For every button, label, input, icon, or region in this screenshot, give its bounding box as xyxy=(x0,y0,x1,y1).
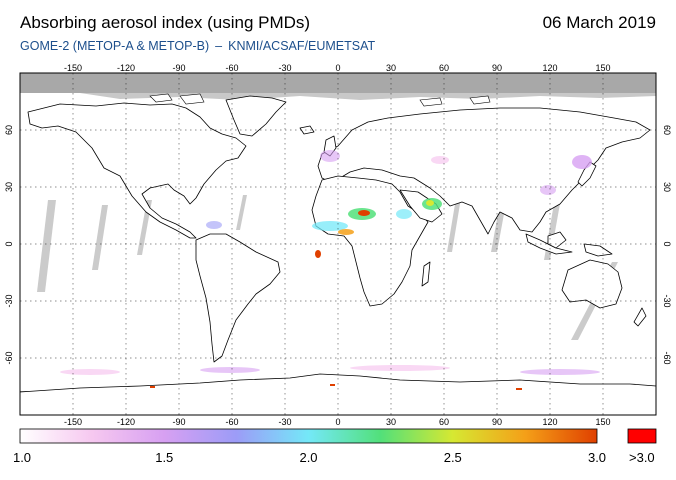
orbit-gap xyxy=(491,203,506,252)
lon-tick-label-top: -30 xyxy=(278,63,291,73)
north-america xyxy=(27,102,247,239)
lon-tick-label-bottom: 90 xyxy=(492,417,502,427)
lat-tick-label-left: 30 xyxy=(4,182,14,192)
lon-tick-label-top: 60 xyxy=(439,63,449,73)
lon-tick-label-bottom: 60 xyxy=(439,417,449,427)
lon-tick-label-top: 90 xyxy=(492,63,502,73)
arctic-island xyxy=(179,93,205,105)
aerosol-plume xyxy=(200,367,260,373)
lon-tick-label-bottom: 120 xyxy=(542,417,557,427)
graticule xyxy=(20,73,656,415)
aerosol-plume xyxy=(350,365,450,371)
arctic-island xyxy=(419,97,443,107)
aerosol-plume xyxy=(330,384,335,386)
lon-tick-label-top: -120 xyxy=(117,63,135,73)
colorbar-over-swatch xyxy=(627,428,657,444)
lon-tick-label-bottom: -150 xyxy=(64,417,82,427)
aerosol-plume xyxy=(431,156,449,164)
lat-tick-label-right: 0 xyxy=(662,241,672,246)
lon-tick-label-top: -150 xyxy=(64,63,82,73)
lat-tick-label-left: 0 xyxy=(4,241,14,246)
lon-tick-label-bottom: -90 xyxy=(172,417,185,427)
lon-tick-label-bottom: -60 xyxy=(225,417,238,427)
colorbar-over-label: >3.0 xyxy=(629,450,655,465)
lat-tick-label-right: 30 xyxy=(662,182,672,192)
aerosol-plume xyxy=(60,369,120,375)
new-zealand xyxy=(633,307,647,327)
africa xyxy=(311,175,429,307)
lon-tick-label-bottom: 0 xyxy=(335,417,340,427)
australia xyxy=(561,259,623,309)
orbit-gap xyxy=(92,205,108,270)
aerosol-plume xyxy=(520,369,600,375)
lon-tick-label-top: 30 xyxy=(386,63,396,73)
arctic-island xyxy=(469,95,491,105)
new-guinea xyxy=(583,243,613,257)
lon-tick-label-top: 120 xyxy=(542,63,557,73)
aerosol-plume xyxy=(320,150,340,162)
aerosol-plume xyxy=(358,210,370,216)
arctic-islands xyxy=(149,93,491,107)
lon-tick-label-bottom: -120 xyxy=(117,417,135,427)
colorbar-gradient xyxy=(19,428,598,444)
aerosol-plume xyxy=(396,209,412,219)
aerosol-plume xyxy=(150,386,155,388)
axis-labels: -150 -150 -120 -120 -90 -90 -60 -60 -30 -30 0 0 30 30… xyxy=(4,63,672,427)
orbit-gap xyxy=(447,198,461,252)
aerosol-plume xyxy=(426,200,434,206)
orbit-gap xyxy=(37,200,56,292)
lon-tick-label-top: 150 xyxy=(595,63,610,73)
map-date: 06 March 2019 xyxy=(542,13,656,32)
aerosol-plume xyxy=(312,221,348,231)
orbit-gap xyxy=(236,195,247,230)
arabia xyxy=(399,189,443,223)
lon-tick-label-top: -90 xyxy=(172,63,185,73)
map-frame xyxy=(19,72,657,416)
aerosol-plume xyxy=(572,155,592,169)
map-content xyxy=(20,73,656,415)
lat-tick-label-right: 60 xyxy=(662,125,672,135)
lon-tick-label-bottom: -30 xyxy=(278,417,291,427)
lon-tick-label-top: 0 xyxy=(335,63,340,73)
lat-tick-label-right: -60 xyxy=(662,351,672,364)
aerosol-plume xyxy=(338,229,354,235)
south-america xyxy=(195,233,281,363)
lon-tick-label-top: -60 xyxy=(225,63,238,73)
map-subtitle: GOME-2 (METOP-A & METOP-B) – KNMI/ACSAF/EU… xyxy=(20,39,375,53)
subtitle-source: KNMI/ACSAF/EUMETSAT xyxy=(228,39,376,53)
indonesia xyxy=(525,233,573,255)
lat-tick-label-right: -30 xyxy=(662,294,672,307)
greenland xyxy=(225,95,287,137)
arctic-island xyxy=(149,93,173,103)
aerosol-plume xyxy=(206,221,222,229)
colorbar-tick-label: 2.5 xyxy=(443,450,462,465)
lon-tick-label-bottom: 150 xyxy=(595,417,610,427)
subtitle-separator: – xyxy=(215,39,223,53)
iceland xyxy=(299,125,315,135)
aerosol-plume xyxy=(315,250,321,258)
aerosol-plumes xyxy=(60,150,600,390)
madagascar xyxy=(421,261,431,287)
aerosol-plume xyxy=(540,185,556,195)
colorbar-tick-label: 2.0 xyxy=(299,450,318,465)
aerosol-plume xyxy=(516,388,522,390)
map-title: Absorbing aerosol index (using PMDs) xyxy=(20,13,311,32)
eurasia xyxy=(317,107,651,235)
lat-tick-label-left: -60 xyxy=(4,351,14,364)
lat-tick-label-left: 60 xyxy=(4,125,14,135)
colorbar-tick-label: 1.5 xyxy=(155,450,174,465)
colorbar-tick-label: 3.0 xyxy=(587,450,607,465)
lat-tick-label-left: -30 xyxy=(4,294,14,307)
lon-tick-label-bottom: 30 xyxy=(386,417,396,427)
colorbar-tick-label: 1.0 xyxy=(12,450,32,465)
subtitle-instrument: GOME-2 (METOP-A & METOP-B) xyxy=(20,39,210,53)
no-data-edge-north xyxy=(20,93,656,100)
